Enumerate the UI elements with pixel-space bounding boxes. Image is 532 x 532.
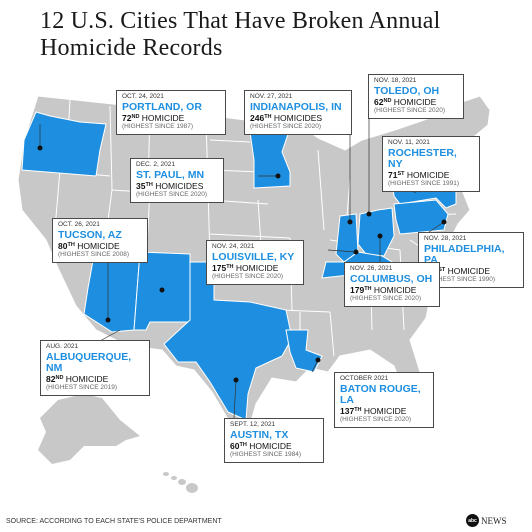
callout-city: TUCSON, AZ [58,228,122,241]
callout-since: (HIGHEST SINCE 2020) [250,122,322,130]
state-texas [163,261,293,421]
callout-since: (HIGHEST SINCE 1987) [122,122,194,130]
callout-city: ALBUQUERQUE, NM [46,350,132,374]
callout-count: 62ND HOMICIDE [374,96,437,107]
callout-since: (HIGHEST SINCE 2020) [374,106,446,114]
callout-since: (HIGHEST SINCE 1991) [388,179,460,187]
callout-toledo: NOV. 18, 2021 TOLEDO, OH 62ND HOMICIDE (… [368,74,464,119]
callout-date: OCT. 26, 2021 [58,221,100,228]
source-note: SOURCE: ACCORDING TO EACH STATE'S POLICE… [6,518,222,525]
callout-city: LOUISVILLE, KY [212,250,295,263]
callout-count: 60TH HOMICIDE [230,440,292,451]
callout-rochester: NOV. 11, 2021 ROCHESTER, NY 71ST HOMICID… [382,136,480,192]
callout-city: ST. PAUL, MN [136,168,205,181]
callout-since: (HIGHEST SINCE 1984) [230,450,302,458]
callout-count: 246TH HOMICIDES [250,112,323,123]
dot-albuquerque [159,287,165,293]
dot-philadelphia [441,219,447,225]
callout-city: COLUMBUS, OH [350,272,433,285]
callout-since: (HIGHEST SINCE 2020) [136,190,208,198]
callout-city: PORTLAND, OR [122,100,202,113]
city-dots [37,145,447,383]
callout-city: ROCHESTER, NY [388,146,457,170]
state-oregon [21,111,107,177]
callout-indianapolis: NOV. 27, 2021 INDIANAPOLIS, IN 246TH HOM… [244,90,352,135]
dot-portland [37,145,43,151]
callout-since: (HIGHEST SINCE 2019) [46,383,118,391]
callout-since: (HIGHEST SINCE 2020) [212,272,284,280]
state-louisiana [285,329,323,373]
state-pennsylvania [393,199,449,235]
dot-louisville [353,249,359,255]
hawaii [163,472,198,493]
callout-albuquerque: AUG. 2021 ALBUQUERQUE, NM 82ND HOMICIDE … [40,340,150,396]
callout-portland: OCT. 24, 2021 PORTLAND, OR 72ND HOMICIDE… [116,90,226,135]
state-ohio [357,207,395,257]
callout-since: (HIGHEST SINCE 1990) [424,275,496,283]
callout-austin: SEPT. 12, 2021 AUSTIN, TX 60TH HOMICIDE … [224,418,324,463]
callout-city: TOLEDO, OH [374,84,440,97]
callout-date: NOV. 24, 2021 [212,243,255,250]
callout-date: NOV. 28, 2021 [424,235,467,242]
callout-date: OCTOBER 2021 [340,375,389,382]
callout-count: 35TH HOMICIDES [136,180,204,191]
dot-indianapolis [347,219,353,225]
callout-date: OCT. 24, 2021 [122,93,164,100]
callout-louisville: NOV. 24, 2021 LOUISVILLE, KY 175TH HOMIC… [206,240,304,285]
record-states [21,111,457,421]
callout-baton-rouge: OCTOBER 2021 BATON ROUGE, LA 137TH HOMIC… [334,372,434,428]
alaska [38,394,140,464]
callout-city: AUSTIN, TX [230,428,289,441]
callout-date: AUG. 2021 [46,343,79,350]
callout-columbus: NOV. 26, 2021 COLUMBUS, OH 179TH HOMICID… [344,262,440,307]
callout-count: 179TH HOMICIDE [350,284,417,295]
callout-count: 175TH HOMICIDE [212,262,279,273]
callout-count: 137TH HOMICIDE [340,405,407,416]
callout-date: NOV. 27, 2021 [250,93,293,100]
brand: abc NEWS [466,514,507,527]
callout-since: (HIGHEST SINCE 2008) [58,250,130,258]
dot-st-paul [275,173,281,179]
callout-date: NOV. 11, 2021 [388,139,430,146]
callout-date: NOV. 18, 2021 [374,77,417,84]
dot-toledo [366,211,372,217]
callout-since: (HIGHEST SINCE 2020) [350,294,422,302]
abc-logo: abc [466,514,479,527]
callout-date: NOV. 26, 2021 [350,265,393,272]
dot-tucson [105,317,111,323]
callout-count: 71ST HOMICIDE [388,169,450,180]
dot-baton-rouge [315,357,321,363]
callout-since: (HIGHEST SINCE 2020) [340,415,412,423]
callout-date: DEC. 2, 2021 [136,161,176,168]
callout-date: SEPT. 12, 2021 [230,421,276,428]
callout-city: INDIANAPOLIS, IN [250,100,342,113]
callout-city: PHILADELPHIA, PA [424,242,505,266]
callout-city: BATON ROUGE, LA [340,382,421,406]
dot-austin [233,377,239,383]
callout-count: 72ND HOMICIDE [122,112,185,123]
dot-columbus [377,233,383,239]
map-title: 12 U.S. Cities That Have Broken Annual H… [40,8,441,61]
callout-count: 80TH HOMICIDE [58,240,120,251]
callout-st-paul: DEC. 2, 2021 ST. PAUL, MN 35TH HOMICIDES… [130,158,224,203]
brand-word: NEWS [481,515,507,526]
callout-tucson: OCT. 26, 2021 TUCSON, AZ 80TH HOMICIDE (… [52,218,148,263]
callout-count: 82ND HOMICIDE [46,373,109,384]
